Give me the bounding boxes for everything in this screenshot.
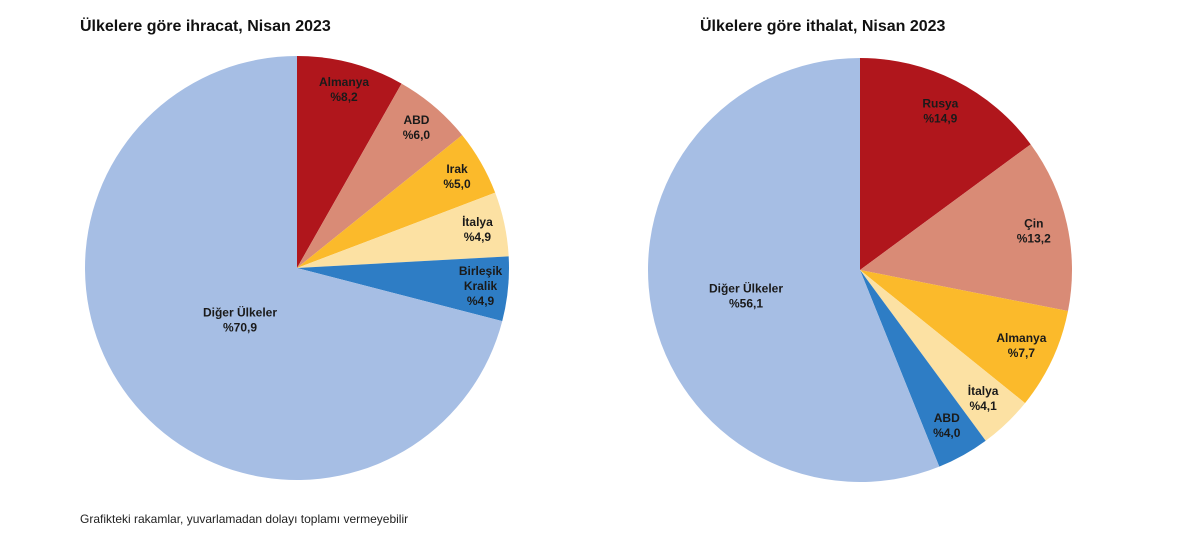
export-slice-1 — [297, 83, 463, 268]
export-slice-label-1: ABD %6,0 — [403, 113, 431, 142]
export-slice-label-2: Irak %5,0 — [443, 162, 471, 191]
export-slice-label-5: Diğer Ülkeler %70,9 — [203, 305, 277, 335]
export-slice-label-3: İtalya %4,9 — [462, 214, 493, 244]
import-slice-2 — [860, 270, 1068, 404]
import-slice-label-1: Çin %13,2 — [1017, 217, 1051, 246]
export-slice-0 — [297, 56, 402, 268]
import-slice-label-2: Almanya %7,7 — [996, 331, 1046, 360]
export-slice-2 — [297, 135, 496, 268]
export-slice-3 — [297, 192, 509, 268]
export-slice-label-0: Almanya %8,2 — [319, 75, 369, 104]
import-slice-label-5: Diğer Ülkeler %56,1 — [709, 281, 783, 311]
import-slice-0 — [860, 58, 1031, 270]
import-slice-3 — [860, 270, 1026, 441]
import-slice-5 — [648, 58, 940, 482]
import-slice-1 — [860, 144, 1072, 312]
export-chart-title: Ülkelere göre ihracat, Nisan 2023 — [80, 18, 331, 35]
import-slice-label-0: Rusya %14,9 — [922, 97, 958, 126]
export-slice-label-4: Birleşik Kralik %4,9 — [459, 264, 503, 308]
footnote: Grafikteki rakamlar, yuvarlamadan dolayı… — [80, 512, 409, 526]
import-slice-4 — [860, 270, 986, 467]
import-slice-label-3: İtalya %4,1 — [968, 383, 999, 413]
export-slice-5 — [85, 56, 503, 481]
import-slice-label-4: ABD %4,0 — [933, 411, 961, 440]
export-slice-4 — [297, 256, 509, 322]
import-chart-title: Ülkelere göre ithalat, Nisan 2023 — [700, 18, 946, 35]
